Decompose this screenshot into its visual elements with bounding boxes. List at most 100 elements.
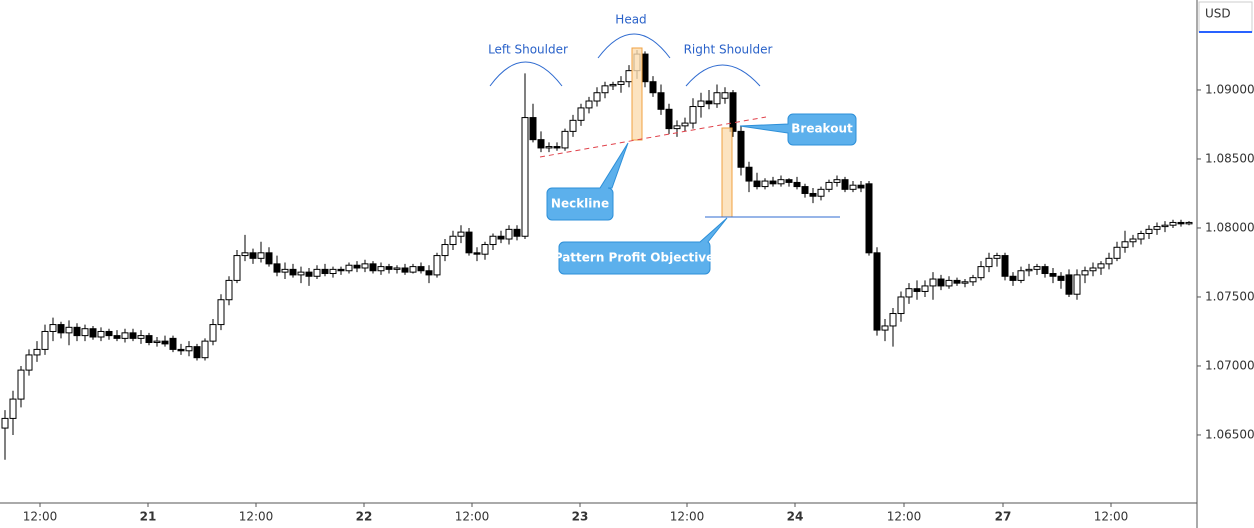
candle-body [57,324,65,334]
candle-body [505,228,513,240]
candle-body [241,252,249,257]
candles [1,49,1193,460]
candle-body [529,117,537,141]
candle-body [737,130,745,168]
annotation: Right Shoulder [684,43,773,57]
candle-body [393,267,401,270]
candle-body [801,186,809,194]
candle-body [1089,267,1097,272]
candle-body [849,184,857,190]
candle-body [81,328,89,337]
head-arc [597,33,671,59]
candle-body [1113,246,1121,259]
candle-body [729,92,737,132]
candle-body [537,139,545,149]
callout [546,142,629,221]
candle-body [201,340,209,359]
annotation: Left Shoulder [488,43,568,57]
candle-body [617,81,625,85]
candle-body [921,285,929,292]
candle-body [65,326,73,334]
candle-body [697,100,705,108]
shoulder-arc [489,61,563,87]
candle-body [881,325,889,331]
candle-body [1057,275,1065,281]
candle-body [913,288,921,292]
candle-body [169,337,177,350]
candle-body [1,417,9,429]
x-tick-label: 12:00 [670,510,705,524]
candle-body [889,313,897,327]
x-tick-label: 12:00 [239,510,274,524]
candle-body [841,179,849,190]
candle-body [1137,232,1145,240]
candle-body [1177,221,1185,225]
candle-body [665,108,673,130]
candle-body [601,85,609,94]
y-tick-label: 1.09000 [1205,82,1254,96]
candle-body [449,235,457,246]
candle-body [521,117,529,237]
candle-body [641,53,649,83]
candle-body [1105,257,1113,265]
candle-body [1097,263,1105,269]
candle-body [649,81,657,94]
candle-body [945,279,953,287]
candle-body [1081,270,1089,276]
candle-body [513,228,521,237]
x-tick-label: 12:00 [1094,510,1129,524]
callout [739,113,857,146]
candle-body [777,179,785,185]
candle-body [73,326,81,337]
candle-body [145,335,153,344]
candle-body [9,398,17,419]
candle-body [105,330,113,337]
candle-body [657,92,665,110]
candle-body [681,122,689,127]
candle-body [1049,273,1057,277]
candle-body [353,264,361,269]
candle-body [497,235,505,240]
candle-body [961,281,969,284]
candle-body [1129,238,1137,243]
candle-body [769,180,777,185]
candle-body [1001,255,1009,277]
candle-body [137,335,145,339]
annotation: Head [615,13,646,27]
candle-body [713,92,721,105]
annotation: Neckline [551,197,609,211]
y-tick-label: 1.08500 [1205,151,1254,165]
candle-body [313,268,321,277]
currency-box [1198,1,1253,33]
x-tick-label: 12:00 [887,510,922,524]
candle-body [593,92,601,102]
candle-body [433,255,441,276]
candle-body [113,335,121,339]
candle-body [49,324,57,332]
candle-body [1025,268,1033,272]
candle-body [825,181,833,190]
candle-body [865,183,873,254]
candle-body [969,277,977,283]
candle-body [409,266,417,273]
x-tick-label: 12:00 [23,510,58,524]
candle-body [289,268,297,276]
y-tick-label: 1.06500 [1205,427,1254,441]
neckline [539,116,767,158]
currency-label: USD [1205,7,1231,21]
candle-body [257,252,265,259]
candle-body [489,235,497,246]
candle-body [425,270,433,276]
candle-body [553,146,561,149]
candle-body [1073,274,1081,295]
candle-body [569,119,577,132]
candle-body [993,255,1001,259]
candle-body [953,279,961,284]
candle-body [561,130,569,149]
candle-body [817,188,825,197]
candle-body [33,348,41,356]
candle-body [977,266,985,279]
annotation: Pattern Profit Objective [554,251,715,265]
candle-body [1161,224,1169,228]
